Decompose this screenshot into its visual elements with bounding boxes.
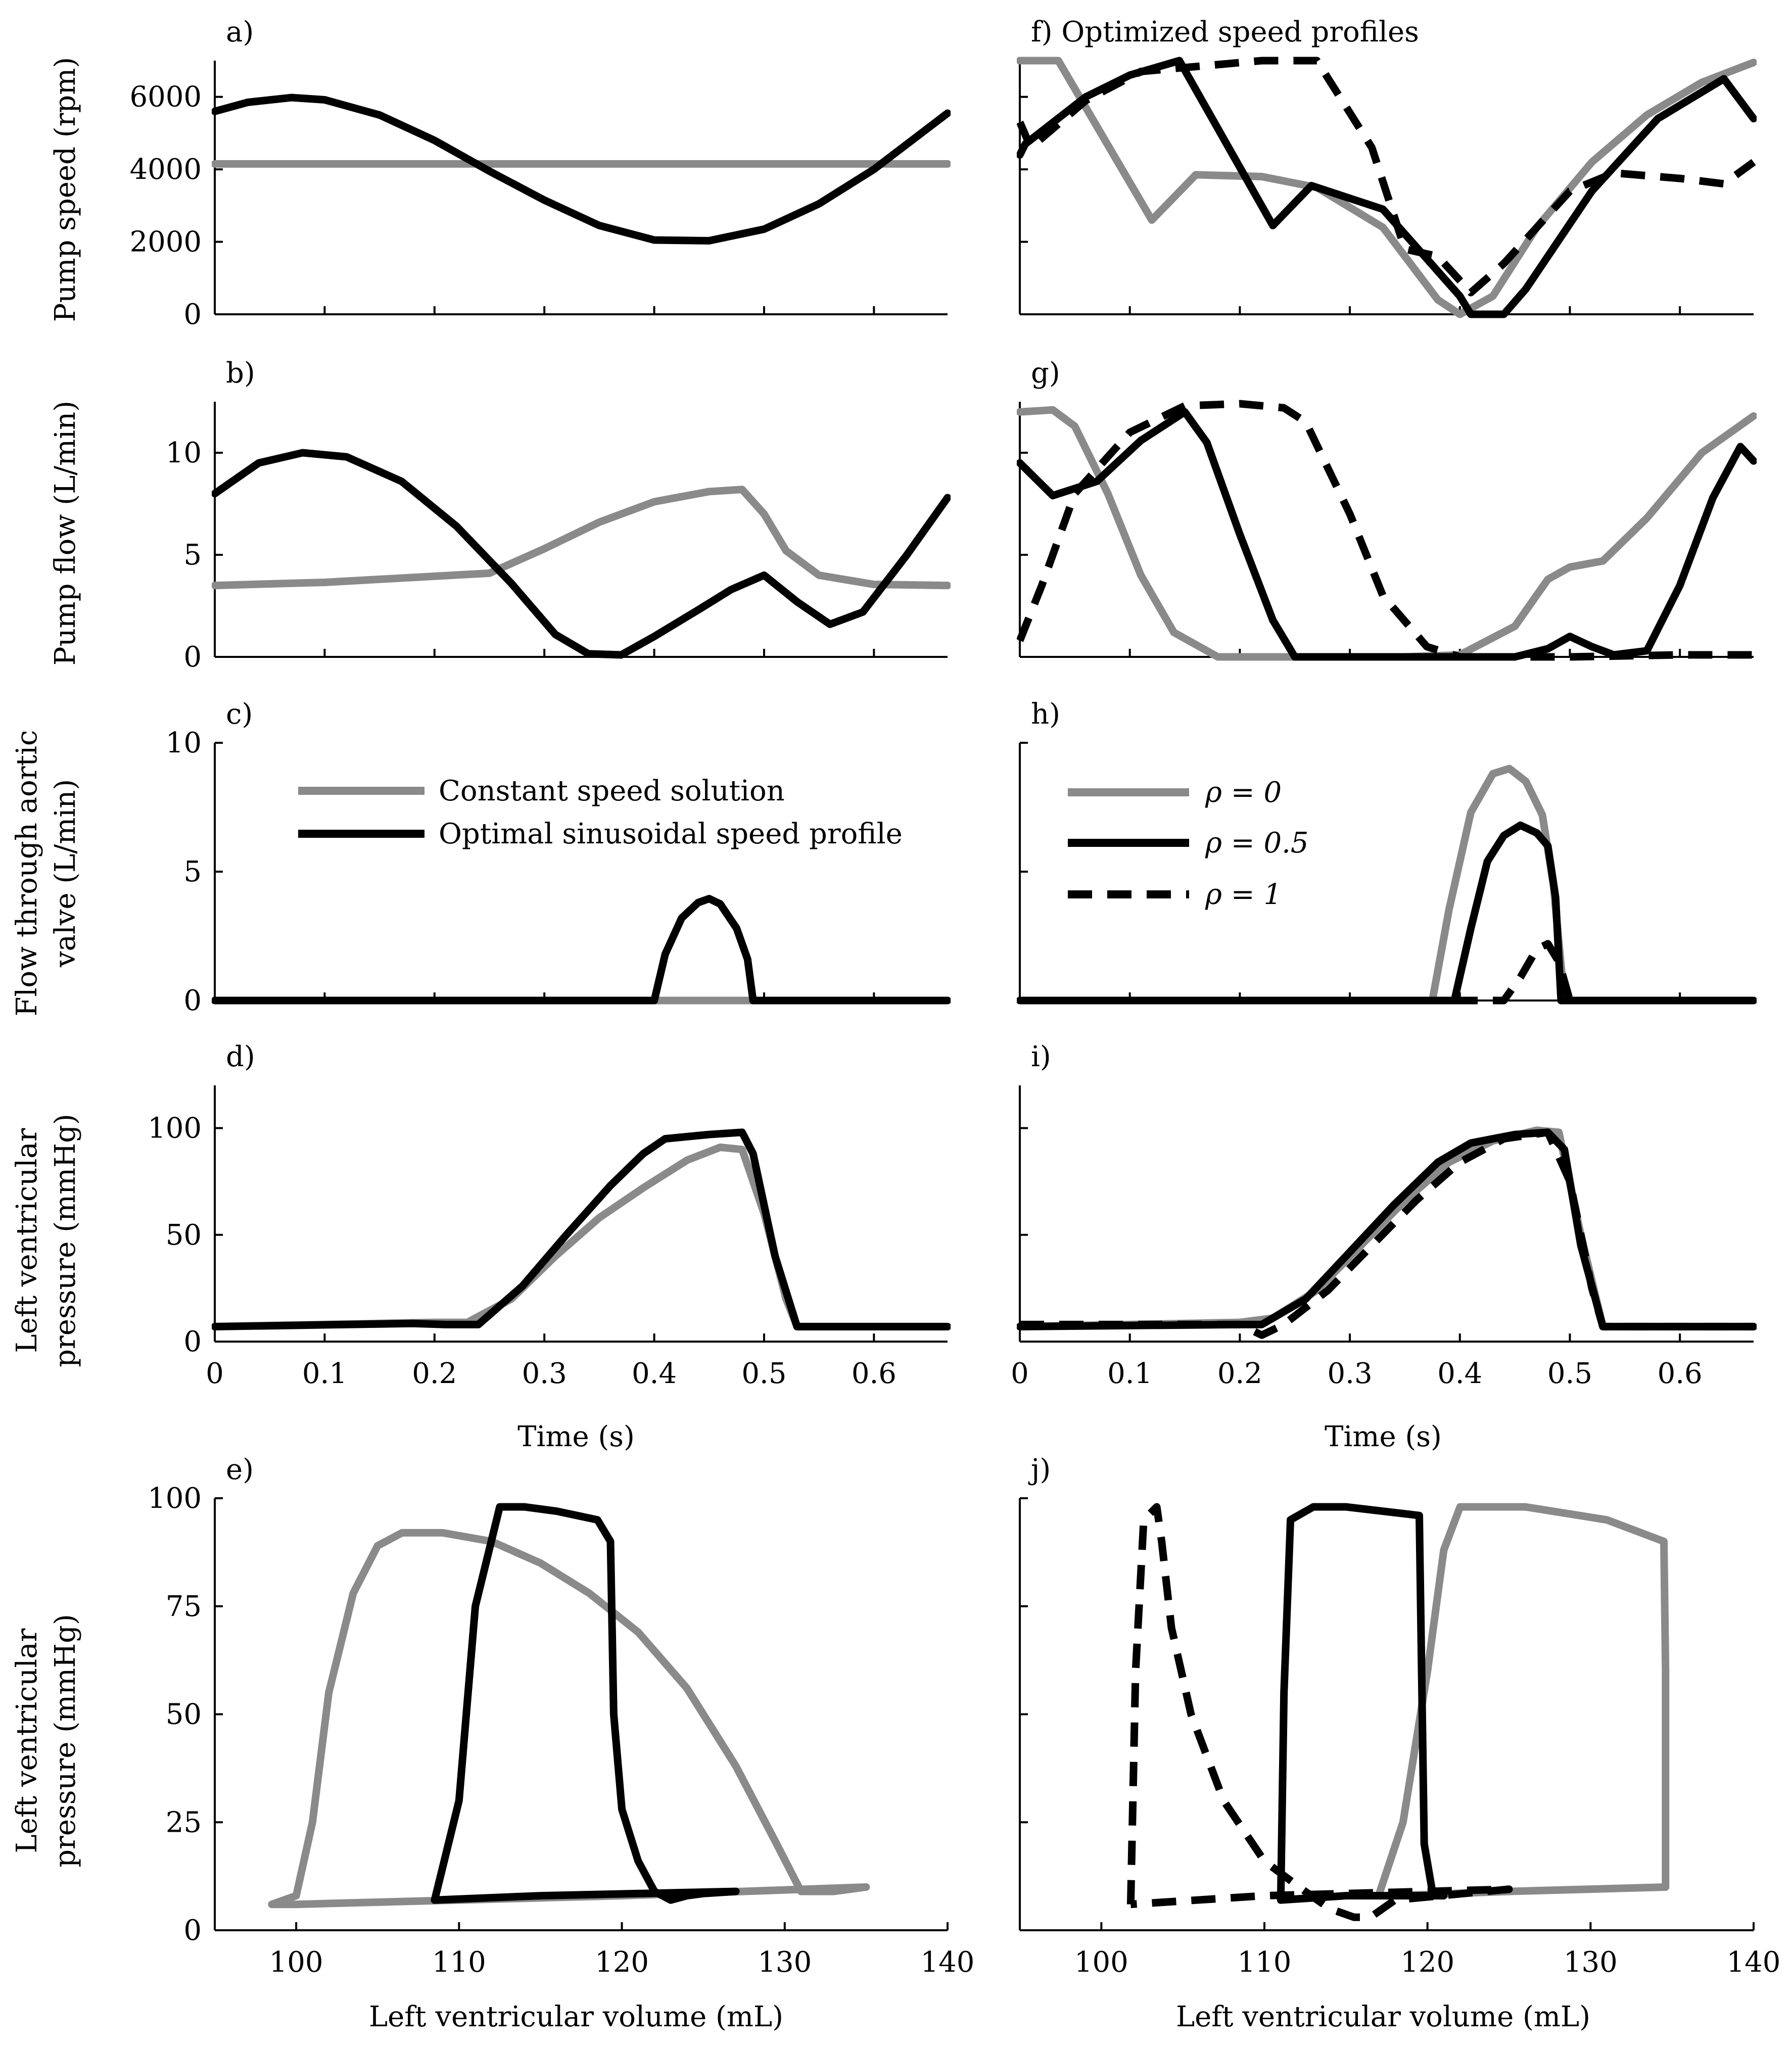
panel-title-d: d) [226,1040,255,1073]
x-tick-label-e: 100 [269,1946,323,1979]
series-line-d-1 [212,1128,951,1330]
ylabel-lvp-e-line1: Left ventricular [11,1628,43,1853]
series-line-g-2 [1017,400,1754,661]
x-tick-label-j: 130 [1564,1946,1618,1979]
y-tick-label-e: 0 [183,1914,202,1947]
y-tick-label-e: 50 [166,1698,202,1731]
panel-title-i: i) [1031,1040,1051,1073]
x-tick-label-d: 0.4 [632,1357,677,1390]
chart-panels: a) 0 2000 4000 6000 b) 0 5 10 c) 0 5 10 d) 0 0.1 0.2 0.3 0… [129,16,1780,1979]
x-tick-label-d: 0.3 [522,1357,567,1390]
legend-label-rho1: ρ = 1 [1205,878,1282,911]
series-line-a-1 [212,93,951,245]
x-tick-label-j: 120 [1400,1946,1454,1979]
x-tick-label-i: 0.2 [1217,1357,1262,1390]
legend-left: Constant speed solution Optimal sinusoid… [298,775,903,850]
x-tick-label-j: 100 [1074,1946,1128,1979]
x-tick-label-i: 0.3 [1328,1357,1373,1390]
series-line-b-0 [212,486,951,590]
panel-title-f: f) Optimized speed profiles [1031,16,1419,49]
x-tick-label-e: 120 [595,1946,649,1979]
series-line-f-2 [1017,57,1756,297]
series-line-c-1 [212,895,951,1005]
series-line-i-2 [1020,1128,1754,1339]
xlabel-volume-right: Left ventricular volume (mL) [1176,2001,1590,2033]
y-tick-label-e: 75 [166,1590,202,1623]
x-tick-label-i: 0 [1011,1357,1029,1390]
x-tick-label-j: 140 [1727,1946,1781,1979]
series-line-h-2 [1020,940,1754,1005]
ylabel-lvp-d-line1: Left ventricular [11,1128,43,1353]
x-tick-label-j: 110 [1238,1946,1292,1979]
ylabel-valve-line2: valve (L/min) [49,779,82,968]
y-tick-label-d: 100 [148,1112,202,1145]
series-line-h-1 [1017,821,1757,1005]
ylabel-valve-line1: Flow through aortic [11,730,43,1017]
x-tick-label-e: 140 [921,1946,975,1979]
chart-panel-b: b) 0 5 10 [166,357,951,674]
x-tick-label-e: 130 [758,1946,812,1979]
ylabel-speed: Pump speed (rpm) [49,57,82,322]
y-tick-label-d: 50 [166,1219,202,1252]
ylabel-lvp-e-line2: pressure (mmHg) [49,1614,82,1868]
ylabel-lvp-d-line2: pressure (mmHg) [49,1114,82,1367]
y-tick-label-c: 0 [183,984,202,1017]
series-line-j-2 [1126,1503,1513,1921]
y-tick-label-b: 10 [166,437,202,469]
chart-panel-d: d) 0 0.1 0.2 0.3 0.4 0.5 0.6 0 50 100 [148,1040,951,1390]
panel-title-g: g) [1031,357,1060,390]
x-tick-label-d: 0.2 [412,1357,457,1390]
xlabel-time-right: Time (s) [1325,1420,1442,1453]
x-tick-label-e: 110 [432,1946,486,1979]
series-line-b-1 [212,449,951,659]
series-line-f-0 [1017,57,1757,318]
legend-label-rho05: ρ = 0.5 [1205,827,1309,860]
panel-title-b: b) [226,357,255,390]
panel-title-a: a) [226,16,254,49]
xlabel-volume-left: Left ventricular volume (mL) [369,2001,783,2033]
panel-title-c: c) [226,698,253,731]
y-tick-label-b: 5 [183,539,202,571]
x-tick-label-i: 0.6 [1658,1357,1703,1390]
y-tick-label-c: 5 [183,855,202,888]
x-tick-label-i: 0.5 [1547,1357,1592,1390]
series-line-e-1 [431,1503,740,1904]
chart-panel-g: g) [1017,357,1757,661]
legend-right: ρ = 0 ρ = 0.5 ρ = 1 [1068,776,1309,911]
xlabel-time-left: Time (s) [517,1420,635,1453]
panel-title-j: j) [1028,1453,1051,1486]
y-tick-label-b: 0 [183,641,202,674]
y-tick-label-a: 2000 [129,226,202,259]
y-tick-label-a: 4000 [129,153,202,186]
series-line-i-1 [1017,1128,1757,1330]
x-tick-label-i: 0.4 [1437,1357,1482,1390]
chart-panel-i: i) 0 0.1 0.2 0.3 0.4 0.5 0.6 [1011,1040,1757,1390]
x-tick-label-i: 0.1 [1107,1357,1152,1390]
chart-panel-a: a) 0 2000 4000 6000 [129,16,951,331]
y-tick-label-a: 6000 [129,81,202,114]
panel-title-h: h) [1031,698,1060,731]
x-tick-label-d: 0.5 [741,1357,786,1390]
chart-panel-j: j) 100 110 120 130 140 [1019,1453,1781,1979]
x-tick-label-d: 0.1 [302,1357,347,1390]
y-tick-label-e: 25 [166,1806,202,1839]
chart-panel-e: e) 100 110 120 130 140 0 25 50 75 100 [148,1453,974,1979]
chart-panel-c: c) 0 5 10 [166,698,951,1017]
ylabel-flow: Pump flow (L/min) [49,401,82,665]
chart-panel-f: f) Optimized speed profiles [1017,16,1757,318]
x-tick-label-d: 0 [206,1357,224,1390]
x-tick-label-d: 0.6 [852,1357,897,1390]
legend-label-rho0: ρ = 0 [1205,776,1282,809]
y-tick-label-c: 10 [166,727,202,759]
y-tick-label-e: 100 [148,1482,202,1515]
legend-label-constant: Constant speed solution [439,775,785,807]
legend-label-sinusoidal: Optimal sinusoidal speed profile [439,818,903,850]
chart-panel-h: h) [1017,698,1757,1005]
panel-title-e: e) [226,1453,254,1486]
y-tick-label-d: 0 [183,1325,202,1358]
y-tick-label-a: 0 [183,298,202,331]
